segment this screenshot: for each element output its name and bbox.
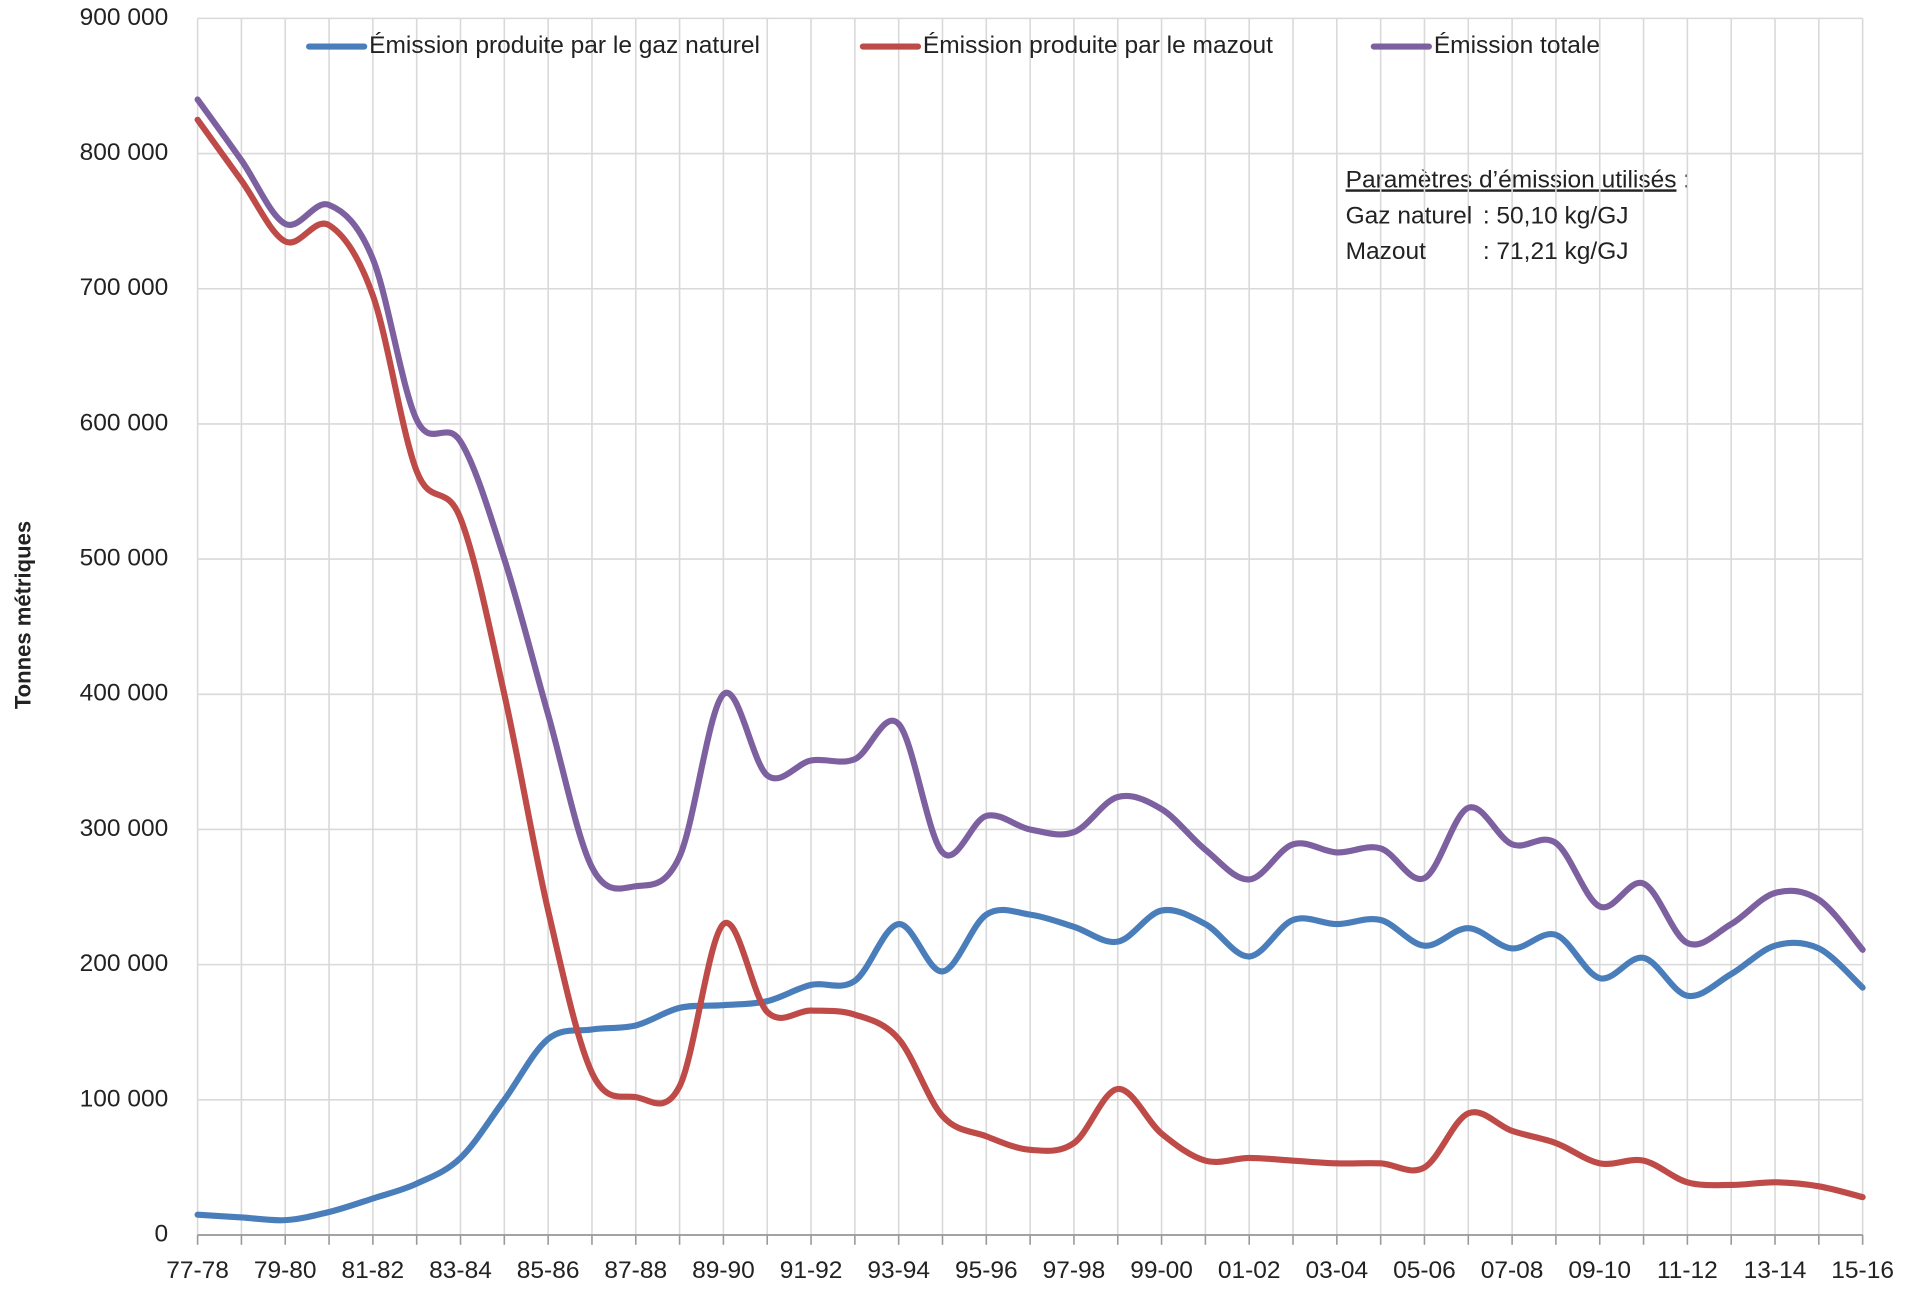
annotation-label: Mazout [1346, 238, 1427, 265]
y-tick-label: 600 000 [80, 409, 169, 436]
annotation-label: Gaz naturel [1346, 202, 1473, 229]
y-tick-label: 500 000 [80, 545, 169, 572]
x-tick-label: 03-04 [1306, 1257, 1369, 1284]
legend-label: Émission produite par le gaz naturel [369, 32, 760, 59]
x-tick-label: 89-90 [692, 1257, 755, 1284]
x-tick-label: 15-16 [1831, 1257, 1894, 1284]
x-tick-label: 83-84 [429, 1257, 492, 1284]
series-line [194, 116, 1866, 1201]
x-tick-label: 93-94 [867, 1257, 930, 1284]
x-tick-label: 99-00 [1130, 1257, 1193, 1284]
x-tick-label: 11-12 [1657, 1257, 1718, 1284]
annotation-heading: Paramètres d’émission utilisés : [1346, 167, 1691, 194]
x-tick-label: 09-10 [1568, 1257, 1631, 1284]
y-tick-label: 100 000 [80, 1085, 169, 1112]
y-tick-label: 900 000 [80, 4, 169, 31]
y-tick-label: 800 000 [80, 139, 169, 166]
x-tick-label: 97-98 [1043, 1257, 1106, 1284]
x-tick-label: 05-06 [1393, 1257, 1456, 1284]
y-tick-label: 700 000 [80, 274, 169, 301]
x-tick-label: 07-08 [1481, 1257, 1544, 1284]
annotation-value: : 71,21 kg/GJ [1483, 238, 1629, 265]
annotation-value: : 50,10 kg/GJ [1483, 202, 1629, 229]
x-tick-label: 13-14 [1744, 1257, 1807, 1284]
series-line [194, 906, 1866, 1224]
x-tick-label: 77-78 [166, 1257, 229, 1284]
y-tick-label: 0 [155, 1220, 169, 1247]
x-tick-label: 85-86 [517, 1257, 580, 1284]
y-axis-label: Tonnes métriques [11, 521, 36, 709]
x-tick-label: 95-96 [955, 1257, 1018, 1284]
x-tick-label: 01-02 [1218, 1257, 1281, 1284]
y-tick-label: 300 000 [80, 815, 169, 842]
y-tick-label: 200 000 [80, 950, 169, 977]
series-line [194, 96, 1866, 953]
x-tick-label: 81-82 [342, 1257, 405, 1284]
x-tick-label: 79-80 [254, 1257, 317, 1284]
x-tick-label: 87-88 [604, 1257, 667, 1284]
annotation-heading-text: Paramètres d’émission utilisés [1346, 167, 1677, 194]
y-tick-label: 400 000 [80, 680, 169, 707]
legend-label: Émission produite par le mazout [923, 32, 1273, 59]
legend-label: Émission totale [1434, 32, 1600, 59]
x-tick-label: 91-92 [780, 1257, 843, 1284]
